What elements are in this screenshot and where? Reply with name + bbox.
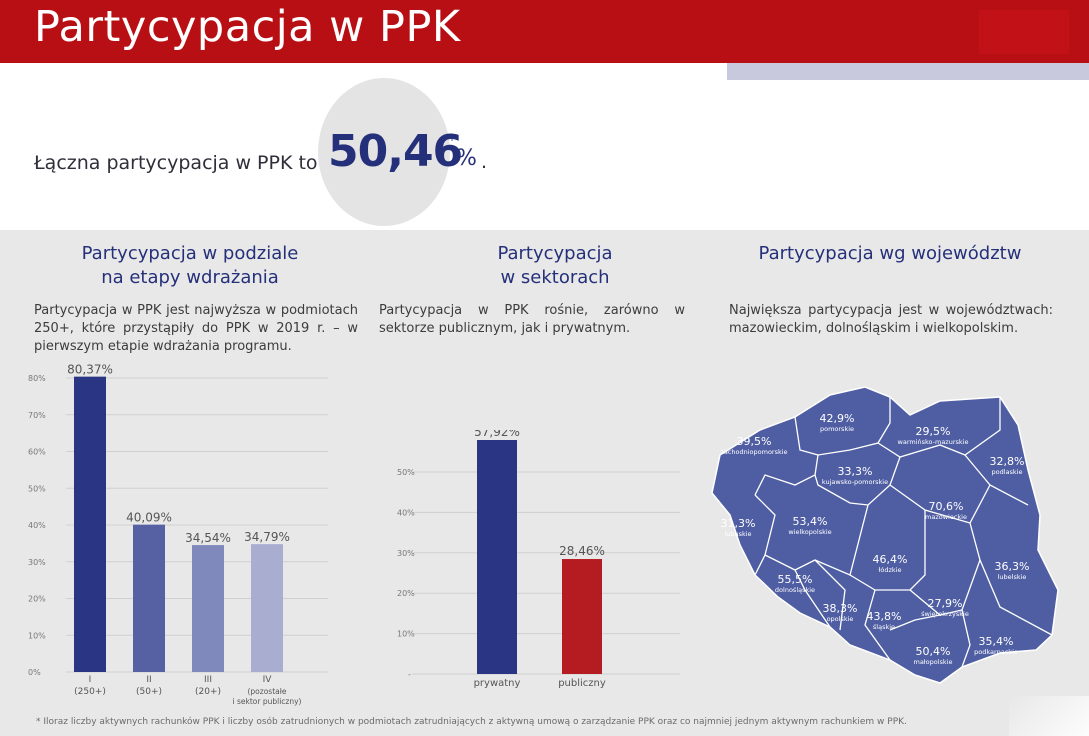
region-value: 70,6% bbox=[929, 500, 964, 513]
x-tick-label: IV bbox=[263, 675, 273, 685]
stages-title: Partycypacja w podziale na etapy wdrażan… bbox=[50, 242, 330, 290]
data-label: 34,79% bbox=[244, 530, 290, 544]
region-name: wielkopolskie bbox=[788, 528, 831, 536]
bar-I bbox=[74, 376, 106, 672]
x-tick-label: prywatny bbox=[474, 678, 521, 689]
data-label: 57,92% bbox=[474, 430, 520, 439]
x-tick-sublabel: (250+) bbox=[74, 687, 106, 697]
bar-IV bbox=[251, 544, 283, 672]
region-value: 42,9% bbox=[820, 412, 855, 425]
region-value: 43,8% bbox=[867, 610, 902, 623]
header-accent bbox=[979, 10, 1069, 54]
bar-prywatny bbox=[477, 440, 517, 674]
regions-description: Największa partycypacja jest w województ… bbox=[729, 303, 1053, 336]
y-tick-label: 40% bbox=[397, 508, 415, 517]
region-name: zachodniopomorskie bbox=[720, 448, 787, 456]
data-label: 34,54% bbox=[185, 531, 231, 545]
x-tick-sublabel: (20+) bbox=[195, 687, 221, 697]
intro-period: . bbox=[481, 151, 488, 173]
sectors-chart: - 10% 20% 30% 40% 50% 57,92% prywatny 28,46% publ… bbox=[397, 430, 680, 689]
x-tick-sublabel: (pozostałe bbox=[248, 687, 287, 696]
y-tick-label: 50% bbox=[397, 468, 415, 477]
sectors-description: Partycypacja w PPK rośnie, zarówno w sek… bbox=[379, 303, 685, 336]
y-tick-label: 30% bbox=[397, 549, 415, 558]
y-tick-label: 0% bbox=[28, 668, 41, 677]
region-value: 36,3% bbox=[995, 560, 1030, 573]
region-name: lubuskie bbox=[724, 530, 751, 538]
bar-III bbox=[192, 545, 224, 672]
x-tick-label: publiczny bbox=[558, 678, 606, 689]
region-value: 29,5% bbox=[916, 425, 951, 438]
y-tick-label: 50% bbox=[28, 484, 46, 493]
region-value: 33,3% bbox=[838, 465, 873, 478]
x-tick-label: I bbox=[89, 675, 92, 685]
region-value: 50,4% bbox=[916, 645, 951, 658]
region-value: 35,4% bbox=[979, 635, 1014, 648]
stages-description: Partycypacja w PPK jest najwyższa w podm… bbox=[34, 303, 358, 354]
region-name: podlaskie bbox=[992, 468, 1023, 476]
header-bar: Partycypacja w PPK bbox=[0, 0, 1089, 63]
intro-section bbox=[0, 80, 1089, 230]
y-tick-label: 40% bbox=[28, 521, 46, 530]
corner-highlight bbox=[1009, 696, 1089, 736]
bar-II bbox=[133, 524, 165, 672]
voivodeship-map: 42,9%pomorskie 29,5%warmińsko-mazurskie 39… bbox=[711, 386, 1059, 684]
region-name: świętokrzyskie bbox=[921, 610, 969, 618]
region-name: podkarpackie bbox=[974, 648, 1018, 656]
stages-chart: 0% 10% 20% 30% 40% 50% 60% 70% 80% 80,37% I (250+) 4… bbox=[28, 363, 328, 706]
sectors-title-line1: Partycypacja bbox=[497, 243, 613, 264]
y-tick-label: 20% bbox=[397, 589, 415, 598]
x-tick-label: III bbox=[204, 675, 212, 685]
region-value: 27,9% bbox=[928, 597, 963, 610]
region-name: łódzkie bbox=[879, 566, 902, 574]
region-name: opolskie bbox=[827, 615, 854, 623]
region-name: mazowieckie bbox=[925, 513, 967, 521]
region-name: małopolskie bbox=[913, 658, 952, 666]
region-value: 39,5% bbox=[737, 435, 772, 448]
y-tick-label: 80% bbox=[28, 374, 46, 383]
sectors-title-line2: w sektorach bbox=[500, 267, 610, 288]
region-value: 31,3% bbox=[721, 517, 756, 530]
bar-publiczny bbox=[562, 559, 602, 674]
voivodeship-borders bbox=[754, 397, 1053, 668]
poland-outline bbox=[711, 386, 1059, 684]
x-tick-sublabel: i sektor publiczny) bbox=[233, 697, 302, 706]
stages-title-line2: na etapy wdrażania bbox=[101, 267, 279, 288]
data-label: 28,46% bbox=[559, 544, 605, 558]
region-name: lubelskie bbox=[998, 573, 1027, 581]
regions-title: Partycypacja wg województw bbox=[758, 243, 1022, 264]
x-tick-label: II bbox=[146, 675, 151, 685]
y-tick-label: 10% bbox=[397, 630, 415, 639]
page-title: Partycypacja w PPK bbox=[34, 2, 461, 52]
intro-value: 50,46 bbox=[328, 126, 463, 177]
region-value: 55,5% bbox=[778, 573, 813, 586]
y-tick-label: 70% bbox=[28, 411, 46, 420]
x-tick-sublabel: (50+) bbox=[136, 687, 162, 697]
data-label: 80,37% bbox=[67, 363, 113, 377]
intro-percent-sign: % bbox=[456, 146, 477, 171]
y-tick-label: 60% bbox=[28, 448, 46, 457]
region-name: dolnośląskie bbox=[775, 586, 815, 594]
y-tick-label: 20% bbox=[28, 595, 46, 604]
intro-footnote-mark: * bbox=[448, 130, 456, 149]
region-name: śląskie bbox=[873, 623, 895, 631]
footnote: * Iloraz liczby aktywnych rachunków PPK … bbox=[36, 717, 907, 727]
y-tick-label: - bbox=[408, 670, 411, 679]
intro-text: Łączna partycypacja w PPK to bbox=[34, 152, 318, 174]
region-name: pomorskie bbox=[820, 425, 854, 433]
region-name: kujawsko-pomorskie bbox=[822, 478, 888, 486]
sectors-title: Partycypacja w sektorach bbox=[435, 242, 675, 290]
region-value: 32,8% bbox=[990, 455, 1025, 468]
region-value: 53,4% bbox=[793, 515, 828, 528]
region-value: 46,4% bbox=[873, 553, 908, 566]
data-label: 40,09% bbox=[126, 511, 172, 525]
header-subbar bbox=[727, 63, 1089, 80]
stages-title-line1: Partycypacja w podziale bbox=[81, 243, 299, 264]
region-name: warmińsko-mazurskie bbox=[898, 438, 969, 446]
y-tick-label: 30% bbox=[28, 558, 46, 567]
y-tick-label: 10% bbox=[28, 631, 46, 640]
region-value: 38,3% bbox=[823, 602, 858, 615]
intro-circle bbox=[318, 78, 450, 226]
